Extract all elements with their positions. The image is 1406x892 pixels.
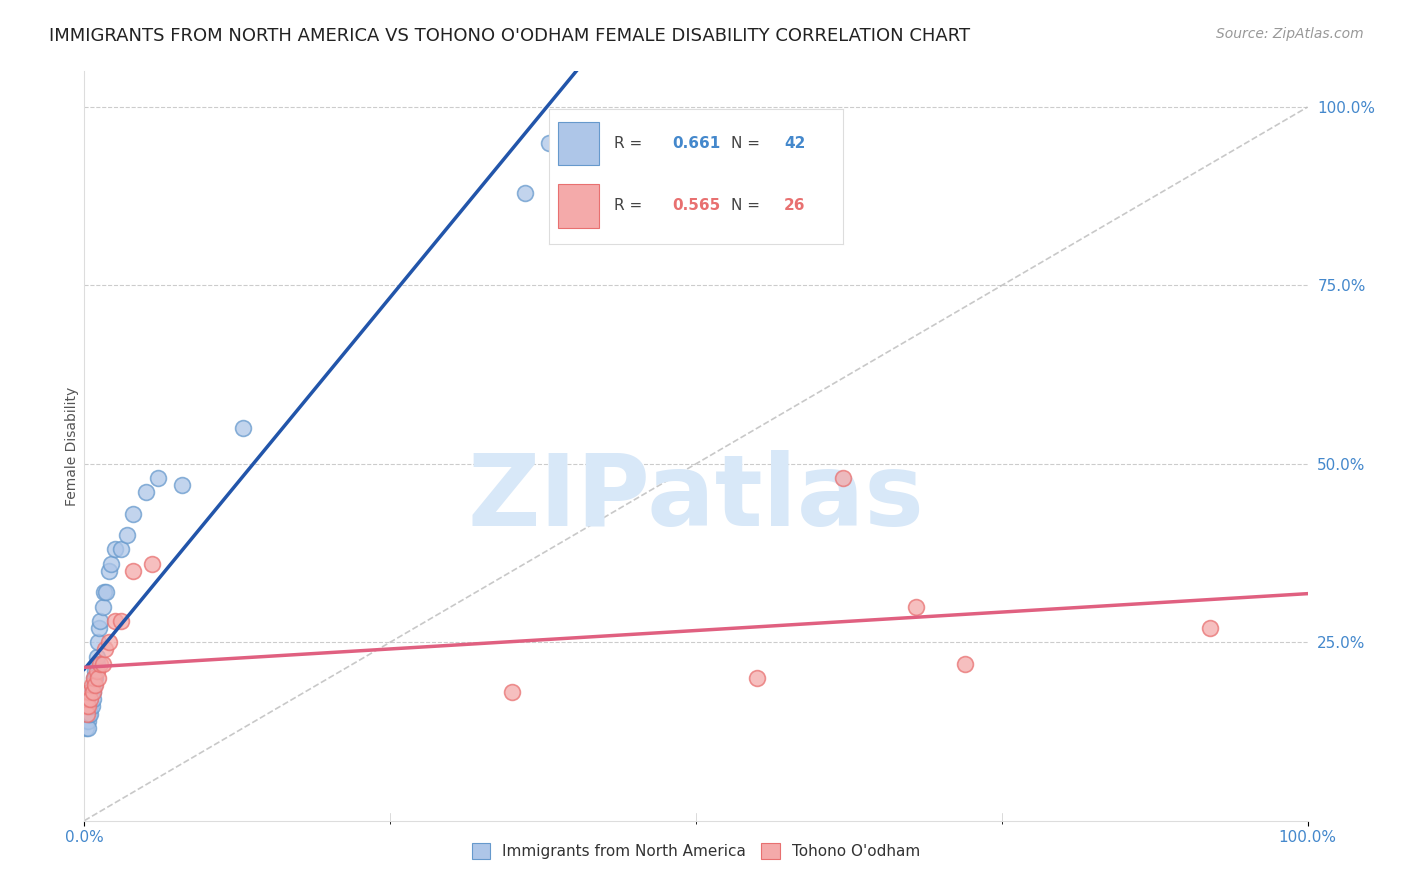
Point xyxy=(87,621,110,635)
Point xyxy=(953,657,976,671)
Point xyxy=(77,721,100,735)
Point xyxy=(80,678,103,692)
Point xyxy=(104,614,127,628)
Point xyxy=(75,699,97,714)
Point xyxy=(75,714,97,728)
Point xyxy=(77,699,100,714)
Point xyxy=(84,664,107,678)
Text: IMMIGRANTS FROM NORTH AMERICA VS TOHONO O'ODHAM FEMALE DISABILITY CORRELATION CH: IMMIGRANTS FROM NORTH AMERICA VS TOHONO … xyxy=(49,27,970,45)
Point xyxy=(122,507,145,521)
Point xyxy=(83,678,105,692)
Point xyxy=(831,471,853,485)
Point xyxy=(91,599,114,614)
Point xyxy=(135,485,157,500)
Point xyxy=(97,635,120,649)
Point xyxy=(79,692,101,706)
Point xyxy=(502,685,524,699)
Point xyxy=(87,671,110,685)
Point xyxy=(77,706,100,721)
Legend: Immigrants from North America, Tohono O'odham: Immigrants from North America, Tohono O'… xyxy=(465,838,927,865)
Point xyxy=(76,692,98,706)
Point xyxy=(115,528,138,542)
Point xyxy=(79,706,101,721)
Point xyxy=(172,478,194,492)
Point xyxy=(104,542,127,557)
Text: Source: ZipAtlas.com: Source: ZipAtlas.com xyxy=(1216,27,1364,41)
Point xyxy=(84,678,107,692)
Point xyxy=(1198,621,1220,635)
Point xyxy=(89,614,111,628)
Point xyxy=(79,692,101,706)
Point xyxy=(82,692,104,706)
Point xyxy=(91,657,114,671)
Point xyxy=(84,671,107,685)
Point xyxy=(77,699,100,714)
Point xyxy=(538,136,561,150)
Y-axis label: Female Disability: Female Disability xyxy=(65,386,79,506)
Point xyxy=(77,699,100,714)
Point xyxy=(97,564,120,578)
Point xyxy=(82,685,104,699)
Point xyxy=(77,685,100,699)
Point xyxy=(110,542,132,557)
Point xyxy=(77,685,100,699)
Point xyxy=(93,585,115,599)
Point xyxy=(83,671,105,685)
Point xyxy=(76,692,98,706)
Point xyxy=(122,564,145,578)
Point xyxy=(146,471,169,485)
Point xyxy=(89,657,111,671)
Point xyxy=(100,557,122,571)
Point xyxy=(87,635,110,649)
Point xyxy=(513,186,536,200)
Point xyxy=(905,599,928,614)
Point xyxy=(76,706,98,721)
Point xyxy=(76,706,98,721)
Point xyxy=(76,699,98,714)
Point xyxy=(110,614,132,628)
Point xyxy=(96,585,118,599)
Point xyxy=(86,649,108,664)
Point xyxy=(82,685,104,699)
Point xyxy=(75,721,97,735)
Point xyxy=(77,714,100,728)
Point xyxy=(94,642,117,657)
Point xyxy=(86,657,108,671)
Point xyxy=(232,421,254,435)
Text: ZIPatlas: ZIPatlas xyxy=(468,450,924,547)
Point xyxy=(83,671,105,685)
Point xyxy=(141,557,163,571)
Point xyxy=(79,699,101,714)
Point xyxy=(80,685,103,699)
Point xyxy=(80,699,103,714)
Point xyxy=(747,671,769,685)
Point xyxy=(86,664,108,678)
